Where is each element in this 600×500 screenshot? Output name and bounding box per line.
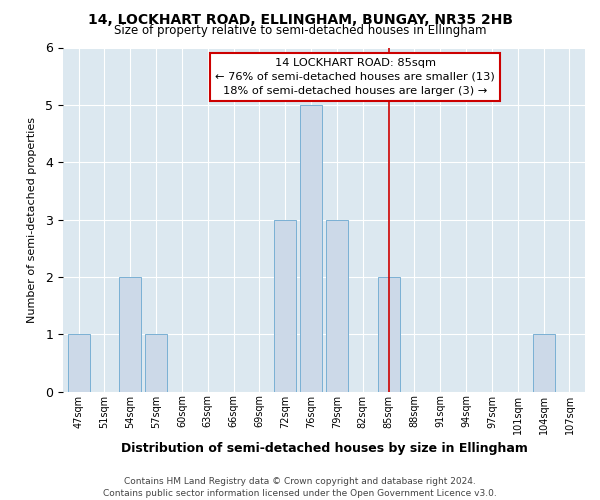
Y-axis label: Number of semi-detached properties: Number of semi-detached properties [27,116,37,322]
Text: 14, LOCKHART ROAD, ELLINGHAM, BUNGAY, NR35 2HB: 14, LOCKHART ROAD, ELLINGHAM, BUNGAY, NR… [88,12,512,26]
X-axis label: Distribution of semi-detached houses by size in Ellingham: Distribution of semi-detached houses by … [121,442,527,455]
Text: Contains HM Land Registry data © Crown copyright and database right 2024.
Contai: Contains HM Land Registry data © Crown c… [103,476,497,498]
Bar [326,220,348,392]
Bar [274,220,296,392]
Bar [300,105,322,392]
Bar [377,277,400,392]
Bar [119,277,141,392]
Bar [145,334,167,392]
Text: Size of property relative to semi-detached houses in Ellingham: Size of property relative to semi-detach… [114,24,486,37]
Bar [533,334,554,392]
Text: 14 LOCKHART ROAD: 85sqm
← 76% of semi-detached houses are smaller (13)
18% of se: 14 LOCKHART ROAD: 85sqm ← 76% of semi-de… [215,58,495,96]
Bar [68,334,89,392]
